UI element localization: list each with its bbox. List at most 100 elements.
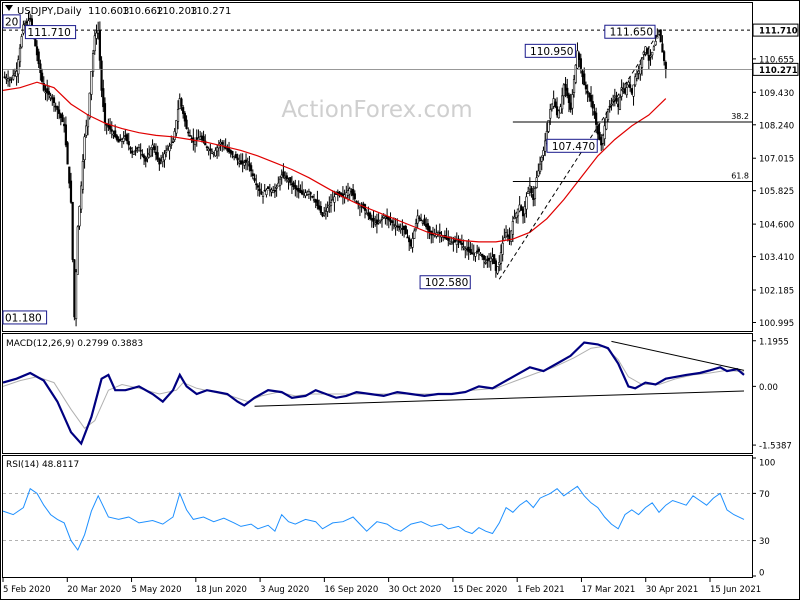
candle: [153, 143, 156, 153]
candle: [100, 56, 103, 98]
price-marker-label: 110.271: [759, 66, 798, 76]
candle-body: [459, 240, 462, 243]
candle: [76, 225, 79, 275]
candle-body: [185, 119, 188, 129]
candle: [236, 153, 239, 166]
candle-body: [125, 134, 129, 142]
candle: [3, 71, 6, 79]
candle: [540, 155, 543, 171]
candle-body: [549, 109, 552, 119]
candle: [416, 209, 419, 229]
candle: [90, 71, 93, 101]
candle-body: [646, 48, 649, 54]
candle-body: [346, 190, 350, 196]
candle-body: [352, 189, 355, 196]
candle: [122, 131, 125, 145]
candle-body: [95, 32, 98, 39]
candle: [379, 219, 382, 224]
annotation-label: 01.180: [2, 310, 48, 325]
candle-body: [365, 212, 368, 215]
candle-body: [144, 157, 147, 162]
candle-body: [8, 79, 11, 81]
candle-body: [613, 95, 616, 98]
candle-body: [447, 237, 450, 241]
candle: [78, 205, 81, 230]
candle-body: [375, 219, 378, 225]
candle: [256, 183, 260, 197]
annotation-label: 111.710: [24, 25, 77, 39]
candle-body: [112, 133, 115, 136]
candle-body: [68, 166, 71, 184]
annotation-label: 107.470: [546, 138, 598, 153]
macd-trendline: [611, 340, 745, 371]
candle: [610, 97, 613, 111]
x-tick-label: 1 Feb 2021: [517, 585, 565, 595]
candle-body: [394, 225, 397, 228]
candle-body: [520, 206, 523, 211]
annotation-label: 102.580: [419, 275, 471, 290]
candle-body: [40, 72, 44, 82]
candle-body: [510, 230, 513, 242]
candle: [49, 92, 52, 102]
candle-body: [261, 192, 265, 197]
candle: [69, 172, 73, 204]
candle: [530, 186, 533, 198]
candle-body: [214, 150, 217, 157]
candle: [598, 123, 601, 141]
candle: [98, 21, 101, 69]
candle-body: [131, 150, 134, 154]
candle-body: [154, 151, 158, 155]
candle: [647, 46, 650, 70]
candle-body: [88, 92, 91, 119]
candle-body: [278, 178, 282, 187]
x-tick-label: 5 Feb 2020: [3, 585, 51, 595]
candle: [244, 153, 248, 171]
candle-body: [663, 51, 666, 62]
annotation-text: 111.710: [27, 27, 70, 39]
candle-body: [76, 226, 79, 275]
candle-body: [251, 173, 254, 176]
candle-body: [562, 84, 565, 97]
candle: [455, 232, 458, 253]
price-axis-marker: 111.710: [752, 23, 799, 37]
candle-body: [260, 191, 263, 195]
candle-body: [564, 84, 567, 91]
candle-body: [561, 95, 564, 110]
candle: [527, 186, 530, 194]
candle-body: [533, 188, 537, 199]
candle-body: [542, 150, 545, 156]
rsi-tick-label: 0: [759, 569, 764, 579]
candle-body: [64, 124, 67, 146]
candle-body: [513, 216, 516, 219]
candle-body: [656, 36, 659, 39]
candle-body: [401, 228, 404, 230]
candle: [369, 211, 372, 221]
annotation-text: 107.470: [552, 141, 595, 153]
candle: [132, 151, 135, 155]
candle-body: [129, 147, 132, 150]
candle-body: [35, 46, 39, 56]
candle: [387, 216, 390, 229]
candle-body: [521, 208, 525, 217]
candle-body: [236, 157, 239, 161]
candle-body: [589, 95, 593, 102]
candle-body: [448, 241, 452, 245]
candle-body: [156, 152, 159, 160]
candle: [272, 185, 275, 194]
annotation-box: [546, 138, 598, 153]
candle: [323, 206, 326, 217]
candle-body: [25, 21, 28, 23]
candle-body: [387, 217, 390, 221]
candle-body: [465, 248, 469, 251]
candle-body: [219, 141, 222, 145]
candle-body: [52, 97, 56, 103]
price-tick-label: 105.825: [759, 187, 794, 197]
candle-body: [659, 29, 662, 43]
candle: [265, 188, 268, 198]
candle-body: [183, 112, 186, 122]
price-trendline: [498, 31, 660, 280]
price-tick-label: 103.410: [759, 253, 794, 263]
candle: [292, 180, 295, 190]
candle-body: [413, 230, 416, 239]
candle: [406, 229, 409, 239]
